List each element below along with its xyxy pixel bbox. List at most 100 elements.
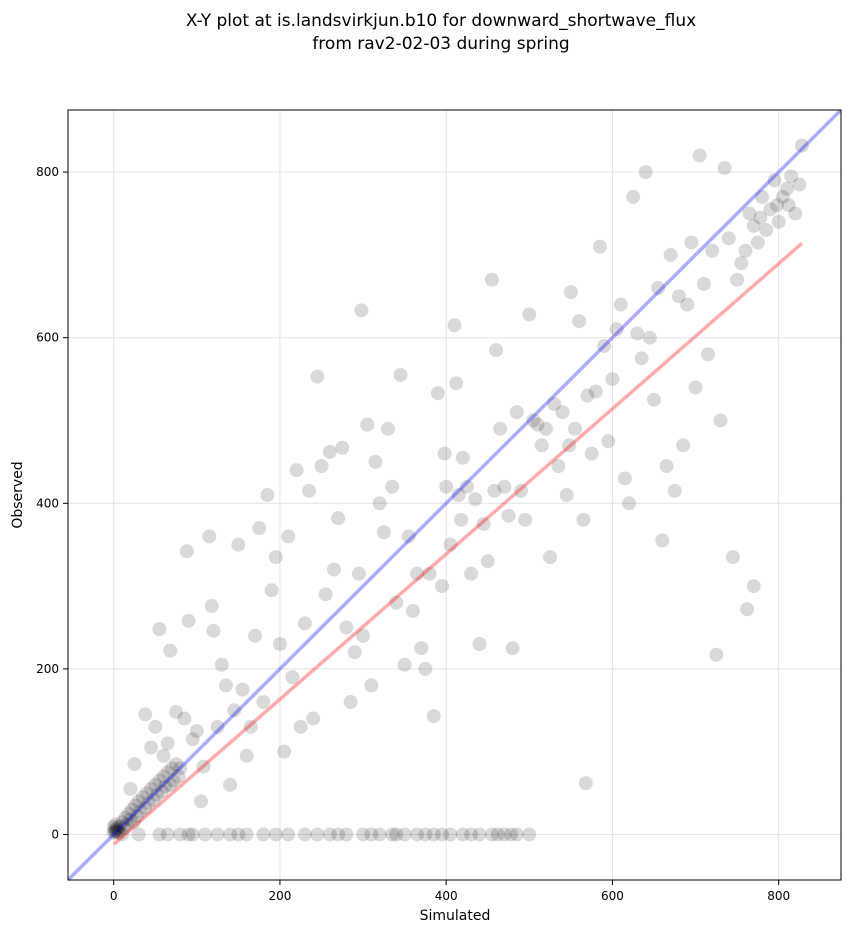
- data-point-195: [738, 243, 753, 258]
- data-point-104: [385, 479, 400, 494]
- data-point-126: [464, 566, 479, 581]
- data-point-48: [163, 643, 178, 658]
- data-point-54: [185, 732, 200, 747]
- data-point-157: [580, 388, 595, 403]
- data-point-23: [138, 800, 153, 815]
- data-point-114: [426, 709, 441, 724]
- data-point-118: [439, 479, 454, 494]
- data-point-245: [181, 827, 196, 842]
- data-point-215: [115, 827, 130, 842]
- data-point-15: [123, 812, 138, 827]
- data-point-135: [497, 479, 512, 494]
- data-point-168: [626, 189, 641, 204]
- data-point-92: [339, 620, 354, 635]
- data-point-103: [381, 421, 396, 436]
- data-point-214: [746, 218, 761, 233]
- data-point-197: [742, 206, 757, 221]
- data-point-49: [169, 704, 184, 719]
- data-point-171: [638, 165, 653, 180]
- data-point-187: [705, 243, 720, 258]
- data-point-80: [289, 463, 304, 478]
- data-point-45: [152, 622, 167, 637]
- data-point-130: [480, 554, 495, 569]
- data-point-2: [108, 822, 123, 837]
- data-point-222: [210, 827, 225, 842]
- data-point-254: [389, 827, 404, 842]
- data-point-160: [592, 239, 607, 254]
- data-point-136: [501, 508, 516, 523]
- data-point-4: [110, 820, 125, 835]
- data-point-211: [781, 198, 796, 213]
- data-point-63: [218, 678, 233, 693]
- data-point-165: [613, 297, 628, 312]
- data-point-250: [435, 827, 450, 842]
- data-point-147: [547, 396, 562, 411]
- data-point-248: [364, 827, 379, 842]
- data-point-96: [354, 303, 369, 318]
- data-point-24: [139, 786, 154, 801]
- data-point-13: [120, 817, 135, 832]
- data-point-35: [163, 777, 178, 792]
- data-point-128: [472, 637, 487, 652]
- data-point-253: [504, 827, 519, 842]
- data-point-227: [281, 827, 296, 842]
- grid: [68, 110, 841, 880]
- data-point-42: [138, 707, 153, 722]
- data-point-76: [272, 637, 287, 652]
- data-point-74: [264, 583, 279, 598]
- data-point-9: [113, 819, 128, 834]
- data-point-70: [248, 628, 263, 643]
- data-point-177: [663, 247, 678, 262]
- data-point-132: [487, 483, 502, 498]
- data-point-36: [164, 761, 179, 776]
- data-point-218: [160, 827, 175, 842]
- data-point-236: [410, 827, 425, 842]
- data-point-6: [106, 820, 121, 835]
- data-point-40: [123, 781, 138, 796]
- data-point-105: [389, 595, 404, 610]
- data-point-238: [443, 827, 458, 842]
- data-point-199: [750, 235, 765, 250]
- data-point-182: [684, 235, 699, 250]
- data-point-212: [769, 198, 784, 213]
- data-point-148: [551, 459, 566, 474]
- data-point-59: [204, 598, 219, 613]
- data-point-204: [771, 214, 786, 229]
- y-tick-label-1: 200: [36, 662, 59, 676]
- data-point-61: [210, 719, 225, 734]
- data-point-205: [775, 189, 790, 204]
- data-point-233: [372, 827, 387, 842]
- chart-title-line-2: from rav2-02-03 during spring: [312, 34, 569, 54]
- data-point-164: [609, 322, 624, 337]
- data-point-200: [755, 189, 770, 204]
- y-tick-label-0: 0: [51, 827, 59, 841]
- data-point-178: [667, 483, 682, 498]
- data-point-60: [206, 623, 221, 638]
- data-point-184: [692, 148, 707, 163]
- data-point-38: [169, 757, 184, 772]
- x-tick-label-2: 400: [435, 889, 458, 903]
- data-point-209: [792, 177, 807, 192]
- data-point-122: [451, 488, 466, 502]
- data-point-149: [555, 405, 570, 420]
- y-axis-label: Observed: [10, 461, 26, 528]
- data-point-161: [597, 338, 612, 353]
- data-point-194: [734, 256, 749, 271]
- data-point-115: [430, 386, 445, 401]
- data-point-239: [455, 827, 470, 842]
- data-point-219: [173, 827, 188, 842]
- data-point-242: [497, 827, 512, 842]
- data-point-58: [202, 529, 217, 544]
- fit-line: [112, 241, 804, 846]
- data-point-229: [310, 827, 325, 842]
- data-point-201: [759, 223, 774, 238]
- data-point-134: [493, 421, 508, 436]
- data-point-77: [277, 744, 292, 759]
- data-point-17: [126, 815, 141, 830]
- data-point-127: [468, 492, 483, 507]
- data-point-66: [231, 537, 246, 552]
- data-point-124: [455, 450, 470, 465]
- data-point-52: [179, 544, 194, 559]
- data-point-33: [158, 779, 173, 794]
- data-point-98: [360, 417, 375, 432]
